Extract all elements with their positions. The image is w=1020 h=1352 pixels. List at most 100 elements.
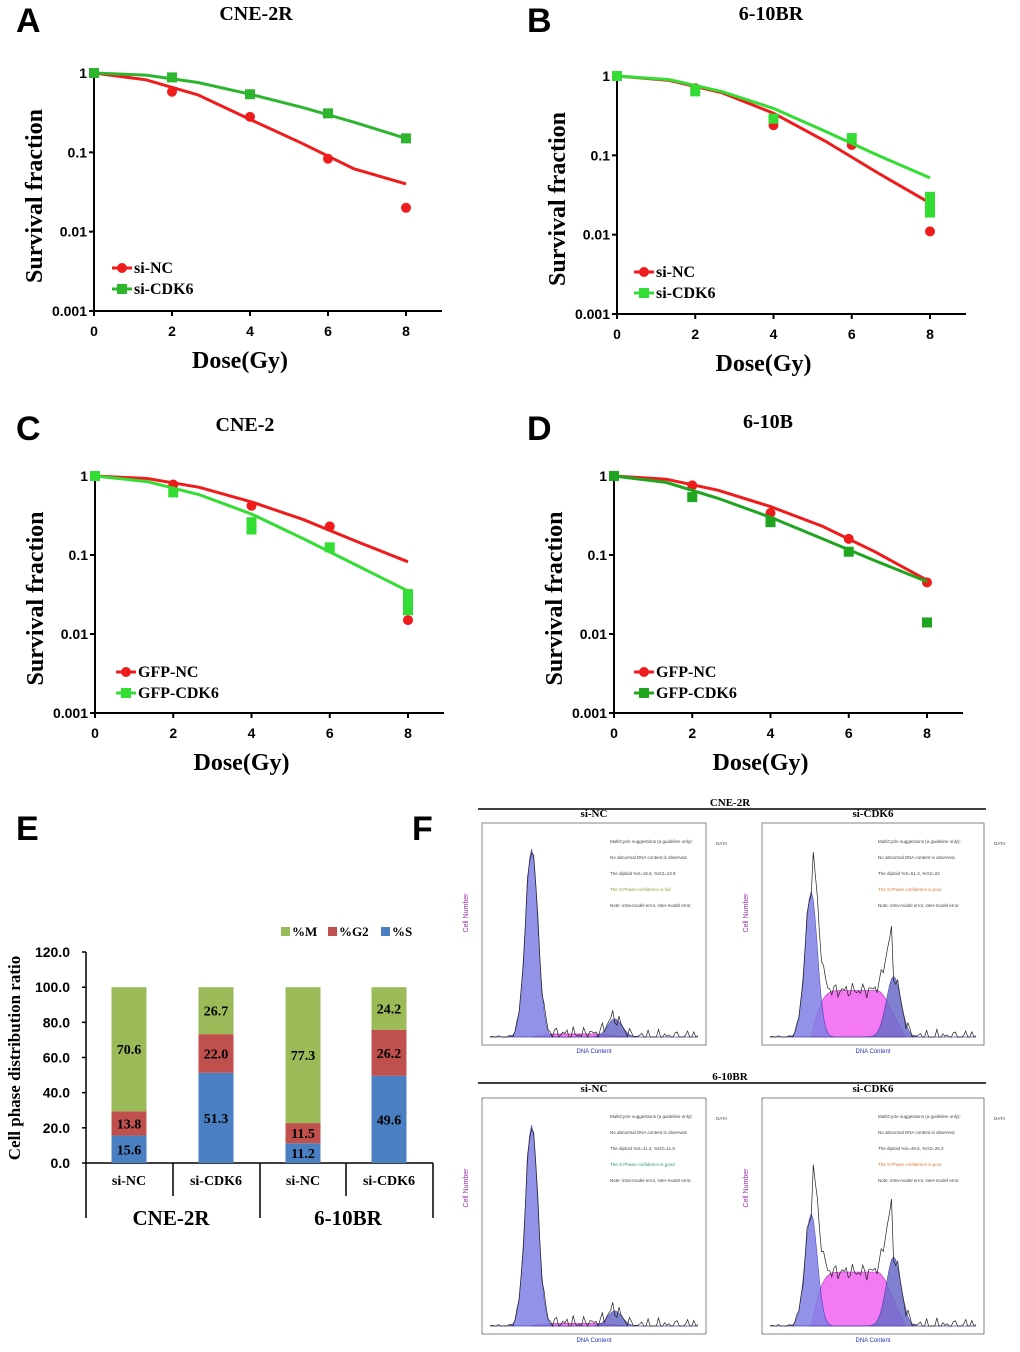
histogram-note: No abnormal DNA content is observed. (610, 855, 688, 860)
y-tick-label: 0.01 (60, 224, 87, 240)
histogram-note: No abnormal DNA content is observed. (878, 855, 956, 860)
histogram-x-label: DNA Content (855, 1338, 890, 1344)
y-tick-label: 0.01 (580, 626, 607, 642)
data-point (925, 226, 935, 237)
data-point (922, 617, 932, 628)
histogram-note: The diploid %S=51.3, %G2=22 (878, 871, 940, 876)
bar-data-label: 26.7 (204, 1005, 229, 1020)
bar-segment (285, 987, 321, 1124)
y-tick-label: 1 (80, 468, 88, 484)
histogram-g2-peak (490, 1310, 698, 1327)
bar-data-label: 13.8 (117, 1117, 142, 1132)
x-tick-label: 0 (613, 326, 621, 342)
histogram-note: No abnormal DNA content is observed. (610, 1130, 688, 1135)
bar-data-label: 51.3 (204, 1112, 229, 1127)
histogram-x-label: DNA Content (576, 1049, 611, 1055)
panel-letter-a: A (16, 2, 41, 40)
histogram-x-label: DNA Content (855, 1049, 890, 1055)
panel-letter-b: B (527, 2, 552, 40)
legend-label: %M (292, 924, 317, 939)
histogram-note: MultiCycle suggestions (a guideline only… (610, 839, 693, 844)
category-label: si-CDK6 (190, 1174, 242, 1189)
legend-label: si-CDK6 (656, 285, 716, 302)
y-tick-label: 0.1 (69, 547, 89, 563)
data-point (90, 471, 100, 481)
bar-segment (371, 987, 407, 1030)
group-label: CNE-2R (133, 1206, 211, 1230)
legend-marker (117, 263, 127, 273)
histogram-total-trace (769, 1164, 977, 1327)
legend-marker (639, 267, 649, 277)
panel-f-flow-cytometry: CNE-2R si-NC MultiCycle suggestions (a gui… (463, 797, 1005, 1344)
y-tick-label: 80.0 (43, 1014, 70, 1030)
data-point (89, 68, 99, 78)
legend-label: GFP-NC (656, 664, 716, 681)
histogram-data-label: DATA (994, 841, 1005, 846)
fit-line-gfp-cdk6 (613, 474, 928, 583)
histogram-g2-peak (770, 975, 976, 1038)
histogram-title: si-NC (581, 1083, 608, 1095)
legend-label: GFP-CDK6 (138, 685, 219, 702)
bar-segment (285, 1123, 321, 1144)
y-axis-label: Survival fraction (22, 109, 48, 283)
x-axis-label: Dose(Gy) (713, 750, 809, 776)
histogram-g2-peak (490, 1018, 698, 1038)
histogram-total-trace (489, 1127, 699, 1328)
data-point (846, 133, 857, 144)
legend-marker (639, 288, 649, 298)
legend-marker (121, 667, 131, 677)
y-tick-label: 120.0 (35, 944, 70, 960)
histogram-note: MultiCycle suggestions (a guideline only… (878, 839, 961, 844)
histogram-plot: si-NC MultiCycle suggestions (a guideline… (463, 808, 727, 1055)
y-tick-label: 0.001 (52, 303, 87, 319)
data-point (403, 605, 413, 616)
legend-label: si-NC (134, 260, 173, 277)
histogram-y-label: Cell Number (463, 893, 470, 933)
y-tick-label: 1 (79, 65, 87, 81)
data-point (246, 524, 257, 535)
panel-letter-f: F (412, 810, 433, 848)
y-tick-label: 0.1 (588, 547, 608, 563)
x-tick-label: 0 (90, 323, 98, 339)
histogram-note: Note: intra-model error, inter-model err… (610, 1178, 692, 1183)
histogram-plot: si-CDK6 MultiCycle suggestions (a guideli… (743, 808, 1005, 1055)
y-axis-label: Survival fraction (23, 512, 49, 686)
data-point (687, 480, 698, 491)
histogram-total-trace (769, 851, 977, 1038)
bar-segment (111, 1135, 147, 1163)
data-point (925, 191, 935, 202)
y-tick-label: 1 (602, 68, 610, 84)
bar-segment (111, 987, 147, 1112)
y-axis-label: Survival fraction (542, 512, 568, 686)
data-point (403, 615, 413, 626)
x-tick-label: 2 (691, 326, 699, 342)
histogram-data-label: DATA (994, 1116, 1005, 1121)
x-tick-label: 2 (168, 323, 176, 339)
x-tick-label: 6 (848, 326, 856, 342)
x-tick-label: 2 (169, 725, 177, 741)
x-axis-label: Dose(Gy) (194, 750, 290, 776)
panel-letters: A B C D E F (16, 2, 552, 848)
x-tick-label: 0 (610, 725, 618, 741)
bar-data-label: 15.6 (117, 1143, 142, 1158)
legend-label: %S (392, 924, 412, 939)
histogram-g2-peak (770, 1256, 976, 1327)
bar-data-label: 11.2 (291, 1147, 315, 1162)
legend-swatch (328, 927, 337, 936)
data-point (403, 589, 413, 600)
histogram-note: The diploid %S=49.6, %G2=26.2 (878, 1146, 944, 1151)
data-point (324, 521, 335, 532)
panel-letter-e: E (16, 810, 39, 848)
chart-title: CNE-2R (219, 3, 293, 25)
data-point (167, 72, 177, 83)
legend-swatch (381, 927, 390, 936)
legend-label: %G2 (339, 924, 369, 939)
histogram-x-label: DNA Content (576, 1338, 611, 1344)
legend-label: si-CDK6 (134, 281, 194, 298)
x-tick-label: 8 (404, 725, 412, 741)
histogram-title: si-CDK6 (853, 808, 894, 820)
y-tick-label: 20.0 (43, 1120, 70, 1136)
